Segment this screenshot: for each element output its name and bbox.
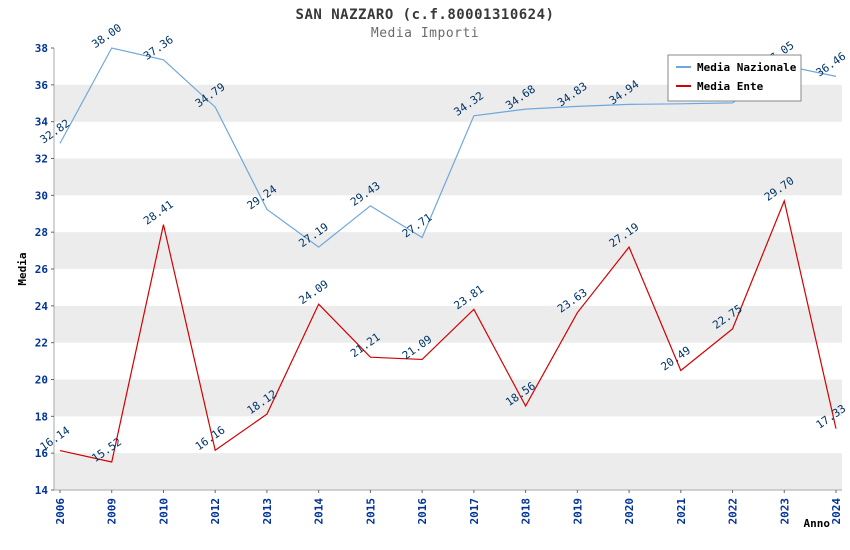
x-axis-title: Anno <box>804 517 831 530</box>
x-tick-label: 2014 <box>313 498 326 525</box>
x-tick-label: 2024 <box>830 498 843 525</box>
x-tick-label: 2006 <box>54 498 67 525</box>
y-tick-label: 14 <box>35 484 49 497</box>
y-tick-label: 18 <box>35 410 48 423</box>
x-tick-label: 2016 <box>416 498 429 525</box>
x-tick-label: 2017 <box>468 498 481 525</box>
y-tick-label: 28 <box>35 226 48 239</box>
x-tick-label: 2023 <box>778 498 791 525</box>
x-axis-ticks: 2006 2009 2010 2012 2013 2014 2015 2016 2017 2018… <box>54 490 843 525</box>
y-tick-label: 24 <box>35 300 49 313</box>
y-tick-label: 38 <box>35 42 48 55</box>
y-tick-label: 16 <box>35 447 49 460</box>
x-tick-label: 2020 <box>623 498 636 525</box>
plot-bands <box>54 48 842 490</box>
y-tick-label: 34 <box>35 116 49 129</box>
y-axis-title: Media <box>16 252 29 285</box>
y-tick-label: 30 <box>35 189 48 202</box>
data-label: 38.00 <box>89 21 124 51</box>
x-tick-label: 2022 <box>727 498 740 525</box>
x-tick-label: 2021 <box>675 498 688 525</box>
legend: Media Nazionale Media Ente <box>667 54 802 102</box>
y-tick-label: 36 <box>35 79 49 92</box>
y-axis-ticks: 14 16 18 20 22 24 26 28 30 32 34 36 38 <box>35 42 54 497</box>
y-tick-label: 20 <box>35 374 48 387</box>
chart-title: SAN NAZZARO (c.f.80001310624) <box>295 7 555 23</box>
x-tick-label: 2019 <box>571 498 584 525</box>
x-tick-label: 2015 <box>364 498 377 525</box>
series-line-media-nazionale <box>59 47 837 248</box>
series-line-media-ente <box>59 198 837 463</box>
legend-box <box>667 54 802 102</box>
x-tick-label: 2010 <box>157 498 170 525</box>
x-tick-label: 2018 <box>520 498 533 525</box>
legend-label: Media Ente <box>697 80 764 93</box>
x-tick-label: 2009 <box>106 498 119 525</box>
x-tick-label: 2012 <box>209 498 222 525</box>
chart-subtitle: Media Importi <box>370 26 480 41</box>
y-tick-label: 32 <box>35 153 48 166</box>
legend-label: Media Nazionale <box>697 61 797 74</box>
y-tick-label: 26 <box>35 263 49 276</box>
y-tick-label: 22 <box>35 337 48 350</box>
x-tick-label: 2013 <box>261 498 274 525</box>
